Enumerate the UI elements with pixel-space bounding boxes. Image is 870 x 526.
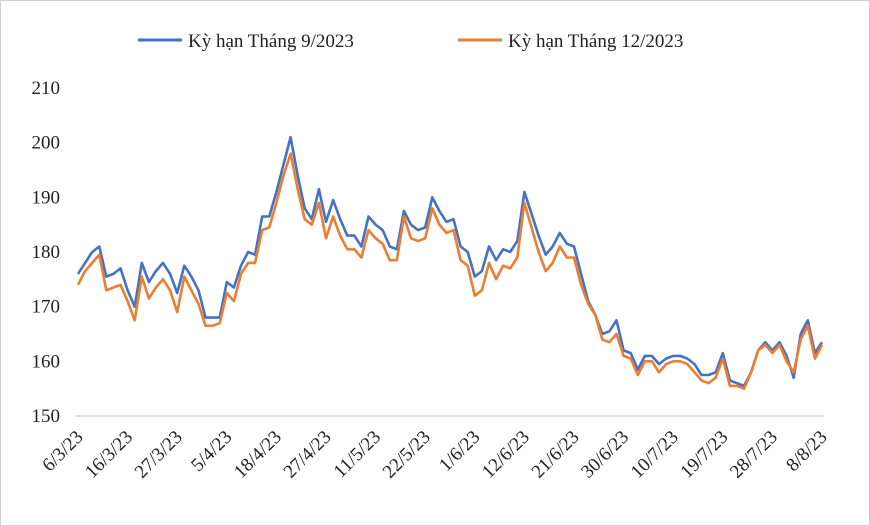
y-tick-label: 190 — [32, 187, 61, 208]
series-line — [76, 135, 824, 388]
series-line — [76, 152, 824, 391]
legend-label: Kỳ hạn Tháng 12/2023 — [508, 31, 683, 52]
y-tick-label: 200 — [32, 133, 61, 154]
y-tick-label: 180 — [32, 242, 61, 263]
y-tick-label: 170 — [32, 297, 61, 318]
y-tick-label: 160 — [32, 351, 61, 372]
y-tick-label: 210 — [32, 78, 61, 99]
legend-label: Kỳ hạn Tháng 9/2023 — [188, 31, 354, 52]
y-tick-label: 150 — [32, 406, 61, 427]
